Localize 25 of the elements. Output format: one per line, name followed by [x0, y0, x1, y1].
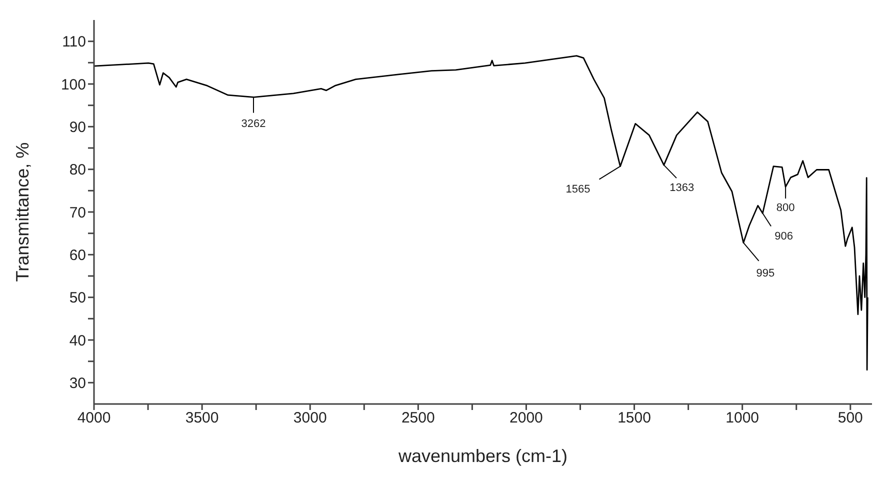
annotation: 906 — [774, 230, 794, 242]
annotation: 1565 — [566, 183, 590, 196]
annotation: 995 — [756, 268, 775, 280]
y-tick-label: 40 — [69, 332, 86, 350]
x-tick-label: 1000 — [726, 410, 760, 427]
y-tick-label: 90 — [69, 118, 86, 136]
y-tick-label: 70 — [69, 204, 86, 222]
x-tick-label: 500 — [838, 410, 863, 427]
x-tick-label: 3000 — [293, 410, 327, 427]
annotation: 3262 — [241, 118, 266, 130]
annotation: 1363 — [670, 182, 694, 194]
y-tick-label: 100 — [60, 76, 86, 94]
y-tick-label: 80 — [69, 162, 86, 179]
y-tick-label: 110 — [62, 34, 86, 51]
x-tick-label: 2000 — [510, 410, 543, 427]
x-tick-label: 4000 — [77, 410, 111, 427]
x-tick-label: 1500 — [618, 410, 651, 427]
y-axis-title: Transmittance, % — [12, 142, 32, 282]
y-tick-label: 60 — [69, 246, 86, 264]
y-tick-label: 50 — [69, 290, 86, 307]
annotation: 800 — [776, 202, 795, 214]
x-tick-label: 3500 — [185, 410, 219, 427]
y-tick-label: 30 — [69, 374, 86, 392]
x-tick-label: 2500 — [401, 410, 435, 427]
x-axis-title: wavenumbers (cm-1) — [397, 446, 568, 466]
